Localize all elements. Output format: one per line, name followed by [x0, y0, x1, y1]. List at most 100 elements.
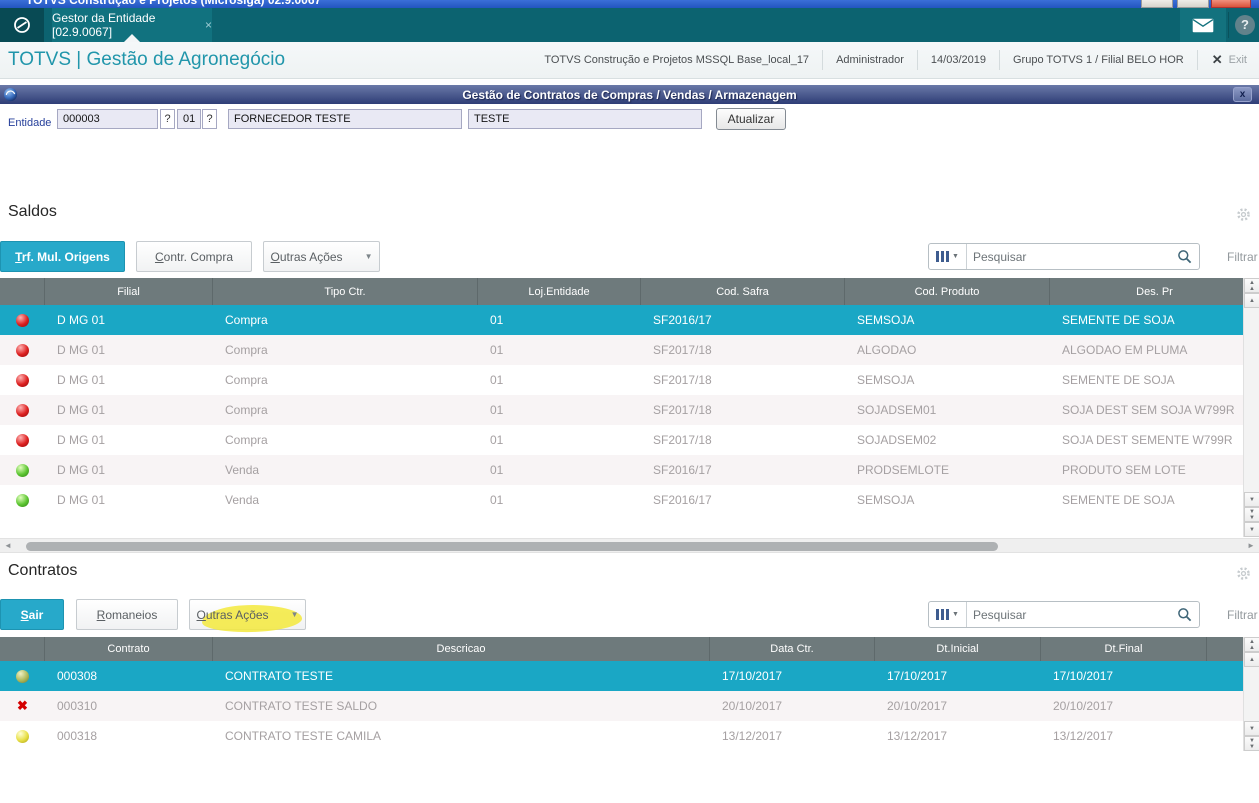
table-row[interactable]: D MG 01 Venda 01 SF2016/17 PRODSEMLOTE P…: [0, 455, 1259, 485]
cell-contrato: 000310: [57, 699, 98, 713]
maximize-button[interactable]: [1177, 0, 1209, 8]
cell-safra: SF2016/17: [653, 463, 712, 477]
cell-tipo: Compra: [225, 373, 268, 387]
trf-mul-origens-button[interactable]: Trf. Mul. Origens: [0, 241, 125, 272]
cell-loja: 01: [490, 433, 504, 447]
column-header-inicial[interactable]: Dt.Inicial: [875, 637, 1041, 661]
settings-gear-icon[interactable]: [1236, 207, 1251, 227]
table-row[interactable]: D MG 01 Venda 01 SF2016/17 SEMSOJA SEMEN…: [0, 485, 1259, 515]
lookup-button-store[interactable]: ?: [202, 109, 217, 129]
exit-button[interactable]: ✕ Exit: [1196, 50, 1253, 70]
entity-label: Entidade: [8, 117, 52, 129]
panel-icon: [3, 87, 18, 107]
cell-loja: 01: [490, 373, 504, 387]
v-scrollbar[interactable]: ▲ ▲ ▲ ▼ ▼ ▼ ▼: [1243, 278, 1259, 537]
contr-compra-button[interactable]: Contr. Compra: [136, 241, 252, 272]
cell-filial: D MG 01: [57, 403, 106, 417]
date-info: 14/03/2019: [916, 50, 999, 70]
entity-code-input[interactable]: [57, 109, 158, 129]
table-row[interactable]: D MG 01 Compra 01 SF2017/18 ALGODAO ALGO…: [0, 335, 1259, 365]
cell-final: 20/10/2017: [1053, 699, 1114, 713]
cell-inicial: 20/10/2017: [887, 699, 948, 713]
search-icon[interactable]: [1177, 244, 1199, 269]
column-picker[interactable]: ▼: [929, 244, 967, 269]
cell-data: 17/10/2017: [722, 669, 783, 683]
mail-icon[interactable]: [1180, 8, 1226, 42]
help-icon[interactable]: ?: [1235, 15, 1255, 35]
scroll-down-icon[interactable]: ▼: [1244, 492, 1259, 507]
column-picker[interactable]: ▼: [929, 602, 967, 627]
table-row[interactable]: 000318 CONTRATO TESTE CAMILA 13/12/2017 …: [0, 721, 1259, 751]
scroll-next-icon[interactable]: ▼: [1244, 522, 1259, 537]
outras-acoes-button[interactable]: Outras Ações ▼: [189, 599, 306, 634]
app-tab-bar: Gestor da Entidade [02.9.0067] × ?: [0, 8, 1259, 42]
search-input[interactable]: [967, 244, 1177, 269]
column-header-produto[interactable]: Cod. Produto: [845, 278, 1050, 305]
table-row[interactable]: D MG 01 Compra 01 SF2016/17 SEMSOJA SEME…: [0, 305, 1259, 335]
column-header-safra[interactable]: Cod. Safra: [641, 278, 845, 305]
cell-descricao: SEMENTE DE SOJA: [1062, 313, 1175, 327]
scroll-down-icon[interactable]: ▼: [1244, 721, 1259, 736]
scroll-up-icon[interactable]: ▲: [1244, 652, 1259, 667]
saldos-section-title: Saldos: [8, 203, 57, 220]
filter-link[interactable]: Filtrar: [1227, 250, 1258, 264]
status-icon: [16, 493, 29, 507]
cell-descricao: CONTRATO TESTE: [225, 669, 334, 683]
lookup-button-code[interactable]: ?: [160, 109, 175, 129]
totvs-logo-icon[interactable]: [0, 8, 44, 42]
brand-title: TOTVS | Gestão de Agronegócio: [8, 49, 286, 70]
cell-tipo: Compra: [225, 313, 268, 327]
column-header-status[interactable]: [0, 278, 45, 305]
cell-descricao: CONTRATO TESTE SALDO: [225, 699, 378, 713]
column-header-tipo[interactable]: Tipo Ctr.: [213, 278, 478, 305]
romaneios-button[interactable]: Romaneios: [76, 599, 178, 630]
cell-produto: SEMSOJA: [857, 493, 915, 507]
cell-safra: SF2017/18: [653, 343, 712, 357]
cell-descricao: CONTRATO TESTE CAMILA: [225, 729, 382, 743]
close-button[interactable]: [1211, 0, 1251, 8]
v-scrollbar[interactable]: ▲ ▲ ▲ ▼ ▼ ▼: [1243, 637, 1259, 751]
tab-close-icon[interactable]: ×: [204, 18, 212, 32]
scroll-thumb[interactable]: [26, 542, 998, 551]
settings-gear-icon[interactable]: [1236, 566, 1251, 586]
scroll-up-icon[interactable]: ▲: [1244, 293, 1259, 308]
entity-name-input[interactable]: [228, 109, 462, 129]
scroll-bottom-icon[interactable]: ▼ ▼: [1244, 507, 1259, 522]
scroll-top-icon[interactable]: ▲ ▲: [1244, 637, 1259, 652]
h-scrollbar[interactable]: ◄ ►: [0, 538, 1259, 553]
cell-contrato: 000318: [57, 729, 98, 743]
search-icon[interactable]: [1177, 602, 1199, 627]
scroll-bottom-icon[interactable]: ▼ ▼: [1244, 736, 1259, 751]
minimize-button[interactable]: [1141, 0, 1173, 8]
entity-store-input[interactable]: [177, 109, 201, 129]
table-row[interactable]: D MG 01 Compra 01 SF2017/18 SOJADSEM01 S…: [0, 395, 1259, 425]
saldos-table: Filial Tipo Ctr. Loj.Entidade Cod. Safra…: [0, 278, 1259, 515]
scroll-top-icon[interactable]: ▲ ▲: [1244, 278, 1259, 293]
refresh-button[interactable]: Atualizar: [716, 108, 786, 130]
filter-link[interactable]: Filtrar: [1227, 608, 1258, 622]
column-header-contrato[interactable]: Contrato: [45, 637, 213, 661]
column-header-descricao[interactable]: Des. Pr: [1136, 285, 1173, 298]
cell-produto: SOJADSEM02: [857, 433, 937, 447]
scroll-right-icon[interactable]: ►: [1247, 541, 1255, 550]
table-row[interactable]: D MG 01 Compra 01 SF2017/18 SEMSOJA SEME…: [0, 365, 1259, 395]
column-header-filial[interactable]: Filial: [45, 278, 213, 305]
cell-inicial: 17/10/2017: [887, 669, 948, 683]
search-input[interactable]: [967, 602, 1177, 627]
column-header-data[interactable]: Data Ctr.: [710, 637, 875, 661]
column-header-final[interactable]: Dt.Final: [1041, 637, 1207, 661]
scroll-left-icon[interactable]: ◄: [4, 541, 12, 550]
cell-produto: PRODSEMLOTE: [857, 463, 950, 477]
table-row[interactable]: D MG 01 Compra 01 SF2017/18 SOJADSEM02 S…: [0, 425, 1259, 455]
columns-icon: [936, 609, 950, 620]
outras-acoes-button[interactable]: Outras Ações ▼: [263, 241, 380, 272]
window-title: TOTVS Construção e Projetos (Microsiga) …: [26, 0, 322, 7]
table-row[interactable]: 000310 CONTRATO TESTE SALDO 20/10/2017 2…: [0, 691, 1259, 721]
entity-shortname-input[interactable]: [468, 109, 702, 129]
sair-button[interactable]: Sair: [0, 599, 64, 630]
column-header-loja[interactable]: Loj.Entidade: [478, 278, 641, 305]
column-header-descricao[interactable]: Descricao: [213, 637, 710, 661]
panel-close-button[interactable]: x: [1233, 87, 1252, 102]
table-row[interactable]: 000308 CONTRATO TESTE 17/10/2017 17/10/2…: [0, 661, 1259, 691]
column-header-status[interactable]: [0, 637, 45, 661]
